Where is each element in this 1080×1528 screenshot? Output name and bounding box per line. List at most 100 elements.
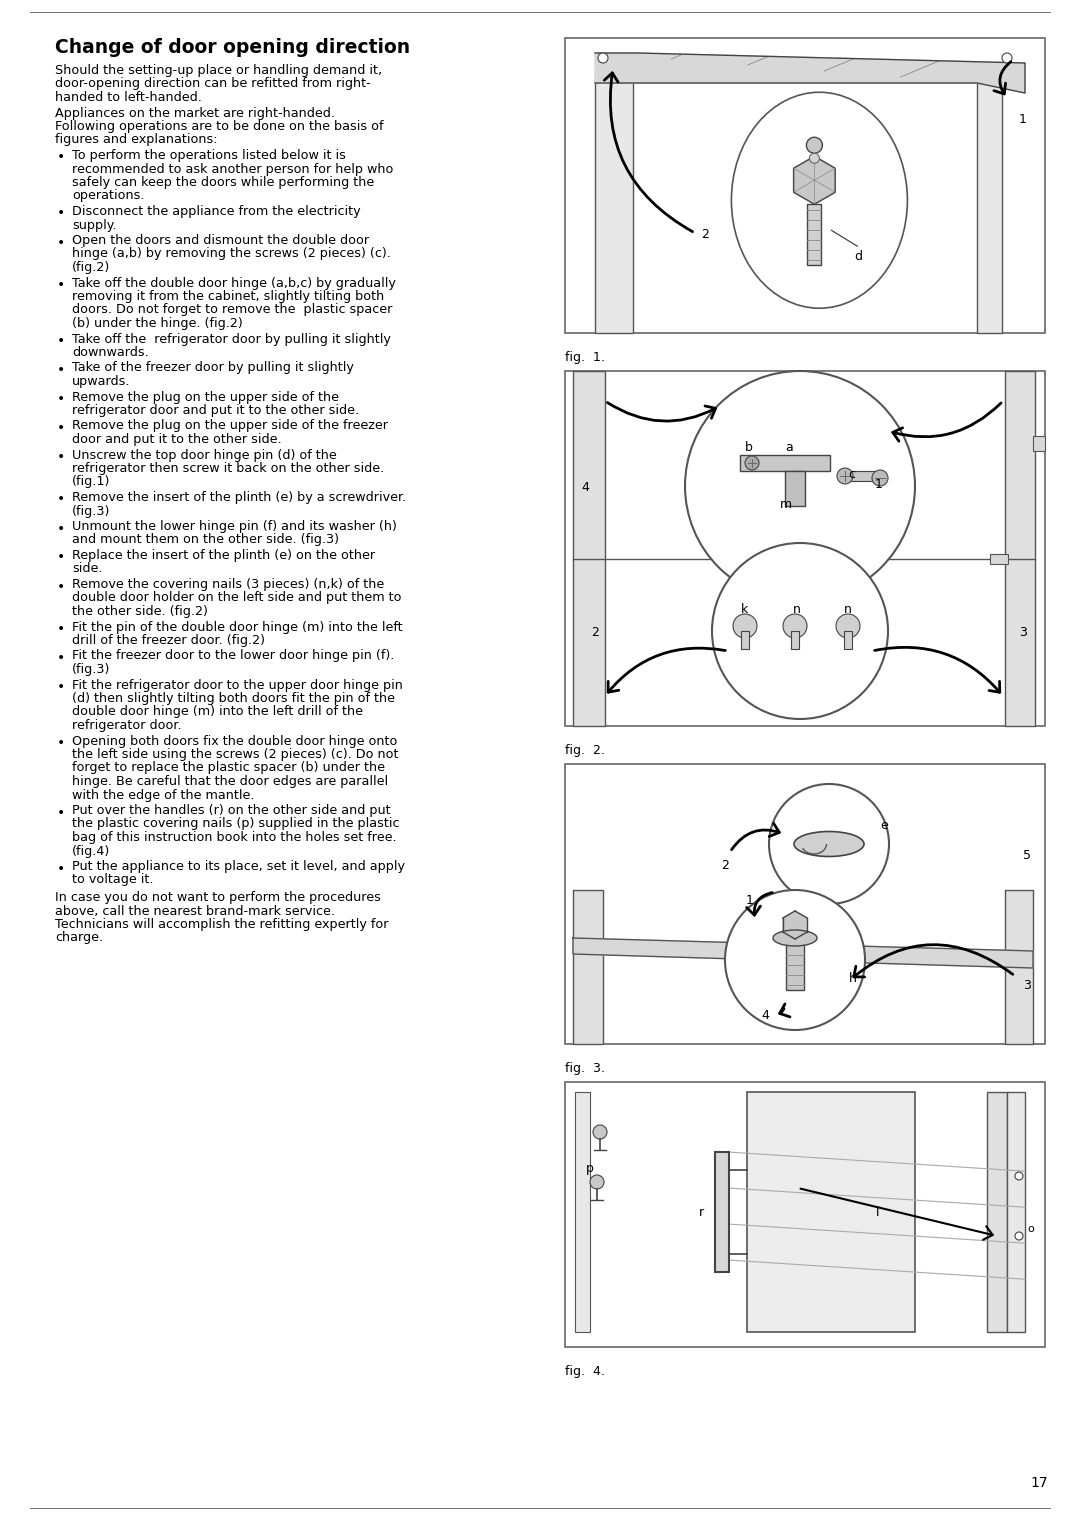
Text: d: d bbox=[854, 251, 863, 263]
Text: Put the appliance to its place, set it level, and apply: Put the appliance to its place, set it l… bbox=[72, 860, 405, 872]
Text: p: p bbox=[586, 1161, 594, 1175]
Text: •: • bbox=[57, 150, 65, 165]
Polygon shape bbox=[794, 156, 835, 205]
Text: Take off the  refrigerator door by pulling it slightly: Take off the refrigerator door by pullin… bbox=[72, 333, 391, 345]
Text: n: n bbox=[845, 604, 852, 616]
Text: Unscrew the top door hinge pin (d) of the: Unscrew the top door hinge pin (d) of th… bbox=[72, 449, 337, 461]
Text: Remove the plug on the upper side of the: Remove the plug on the upper side of the bbox=[72, 391, 339, 403]
Bar bbox=[1005, 889, 1032, 1044]
Circle shape bbox=[1015, 1232, 1023, 1241]
Text: Fit the refrigerator door to the upper door hinge pin: Fit the refrigerator door to the upper d… bbox=[72, 678, 403, 692]
Bar bbox=[565, 38, 1045, 333]
Text: 2: 2 bbox=[591, 626, 599, 639]
Text: double door holder on the left side and put them to: double door holder on the left side and … bbox=[72, 591, 402, 605]
Text: figures and explanations:: figures and explanations: bbox=[55, 133, 218, 147]
Text: bag of this instruction book into the holes set free.: bag of this instruction book into the ho… bbox=[72, 831, 396, 843]
Circle shape bbox=[872, 471, 888, 486]
Text: 3: 3 bbox=[1023, 979, 1031, 992]
Text: e: e bbox=[880, 819, 888, 833]
Bar bbox=[977, 78, 1002, 333]
Text: forget to replace the plastic spacer (b) under the: forget to replace the plastic spacer (b)… bbox=[72, 761, 384, 775]
Circle shape bbox=[769, 784, 889, 905]
Text: above, call the nearest brand-mark service.: above, call the nearest brand-mark servi… bbox=[55, 905, 335, 917]
Bar bbox=[715, 1152, 729, 1271]
Bar bbox=[575, 1093, 590, 1332]
Text: To perform the operations listed below it is: To perform the operations listed below i… bbox=[72, 150, 346, 162]
Bar bbox=[843, 631, 852, 649]
Text: h: h bbox=[849, 972, 856, 986]
Polygon shape bbox=[595, 53, 1025, 93]
Text: handed to left-handed.: handed to left-handed. bbox=[55, 92, 202, 104]
Text: m: m bbox=[780, 498, 792, 510]
Polygon shape bbox=[783, 911, 807, 940]
Text: n: n bbox=[793, 604, 801, 616]
Text: Opening both doors fix the double door hinge onto: Opening both doors fix the double door h… bbox=[72, 735, 397, 747]
Text: c: c bbox=[848, 468, 855, 481]
Bar bbox=[786, 940, 804, 990]
Circle shape bbox=[745, 455, 759, 471]
Circle shape bbox=[593, 1125, 607, 1138]
Text: to voltage it.: to voltage it. bbox=[72, 874, 153, 886]
Text: 2: 2 bbox=[701, 228, 708, 241]
Polygon shape bbox=[573, 938, 1032, 969]
Bar bbox=[747, 1093, 916, 1332]
Bar bbox=[990, 555, 1008, 564]
Circle shape bbox=[1002, 53, 1012, 63]
Text: b: b bbox=[745, 442, 753, 454]
Text: (fig.3): (fig.3) bbox=[72, 504, 110, 518]
Text: downwards.: downwards. bbox=[72, 345, 149, 359]
Text: r: r bbox=[699, 1206, 704, 1218]
Text: •: • bbox=[57, 206, 65, 220]
Text: Disconnect the appliance from the electricity: Disconnect the appliance from the electr… bbox=[72, 205, 361, 219]
Text: (d) then slightly tilting both doors fit the pin of the: (d) then slightly tilting both doors fit… bbox=[72, 692, 395, 704]
Text: the left side using the screws (2 pieces) (c). Do not: the left side using the screws (2 pieces… bbox=[72, 749, 399, 761]
Text: 17: 17 bbox=[1030, 1476, 1048, 1490]
Text: supply.: supply. bbox=[72, 219, 117, 232]
Text: 5: 5 bbox=[1023, 850, 1031, 862]
Text: 4: 4 bbox=[581, 481, 589, 494]
Text: Following operations are to be done on the basis of: Following operations are to be done on t… bbox=[55, 121, 383, 133]
Text: •: • bbox=[57, 736, 65, 750]
Circle shape bbox=[598, 53, 608, 63]
Text: double door hinge (m) into the left drill of the: double door hinge (m) into the left dril… bbox=[72, 706, 363, 718]
Text: •: • bbox=[57, 335, 65, 348]
Text: Take off the double door hinge (a,b,c) by gradually: Take off the double door hinge (a,b,c) b… bbox=[72, 277, 396, 289]
Text: •: • bbox=[57, 651, 65, 665]
Text: •: • bbox=[57, 579, 65, 593]
Text: •: • bbox=[57, 278, 65, 292]
Text: •: • bbox=[57, 393, 65, 406]
Text: Take of the freezer door by pulling it slightly: Take of the freezer door by pulling it s… bbox=[72, 362, 354, 374]
Text: •: • bbox=[57, 680, 65, 694]
Text: •: • bbox=[57, 422, 65, 435]
Circle shape bbox=[712, 542, 888, 720]
Bar bbox=[808, 205, 822, 266]
Text: refrigerator door and put it to the other side.: refrigerator door and put it to the othe… bbox=[72, 403, 360, 417]
Text: hinge (a,b) by removing the screws (2 pieces) (c).: hinge (a,b) by removing the screws (2 pi… bbox=[72, 248, 391, 260]
Text: with the edge of the mantle.: with the edge of the mantle. bbox=[72, 788, 255, 802]
Text: refrigerator door.: refrigerator door. bbox=[72, 720, 181, 732]
Text: 1: 1 bbox=[875, 478, 882, 490]
Circle shape bbox=[685, 371, 915, 601]
Text: refrigerator then screw it back on the other side.: refrigerator then screw it back on the o… bbox=[72, 461, 384, 475]
Bar bbox=[791, 631, 799, 649]
Text: Fit the pin of the double door hinge (m) into the left: Fit the pin of the double door hinge (m)… bbox=[72, 620, 403, 634]
Text: side.: side. bbox=[72, 562, 103, 576]
Text: •: • bbox=[57, 492, 65, 506]
Text: 1: 1 bbox=[746, 894, 754, 908]
Text: 3: 3 bbox=[1020, 626, 1027, 639]
Text: fig.  1.: fig. 1. bbox=[565, 351, 605, 364]
Bar bbox=[741, 631, 750, 649]
Circle shape bbox=[590, 1175, 604, 1189]
Text: •: • bbox=[57, 364, 65, 377]
Text: k: k bbox=[741, 604, 748, 616]
Text: drill of the freezer door. (fig.2): drill of the freezer door. (fig.2) bbox=[72, 634, 265, 646]
Text: recommended to ask another person for help who: recommended to ask another person for he… bbox=[72, 162, 393, 176]
Text: •: • bbox=[57, 451, 65, 465]
Text: a: a bbox=[785, 442, 793, 454]
Bar bbox=[565, 764, 1045, 1044]
Text: 1: 1 bbox=[1020, 113, 1027, 125]
Text: (fig.4): (fig.4) bbox=[72, 845, 110, 857]
Text: door and put it to the other side.: door and put it to the other side. bbox=[72, 432, 282, 446]
Text: Change of door opening direction: Change of door opening direction bbox=[55, 38, 410, 57]
Circle shape bbox=[733, 614, 757, 639]
